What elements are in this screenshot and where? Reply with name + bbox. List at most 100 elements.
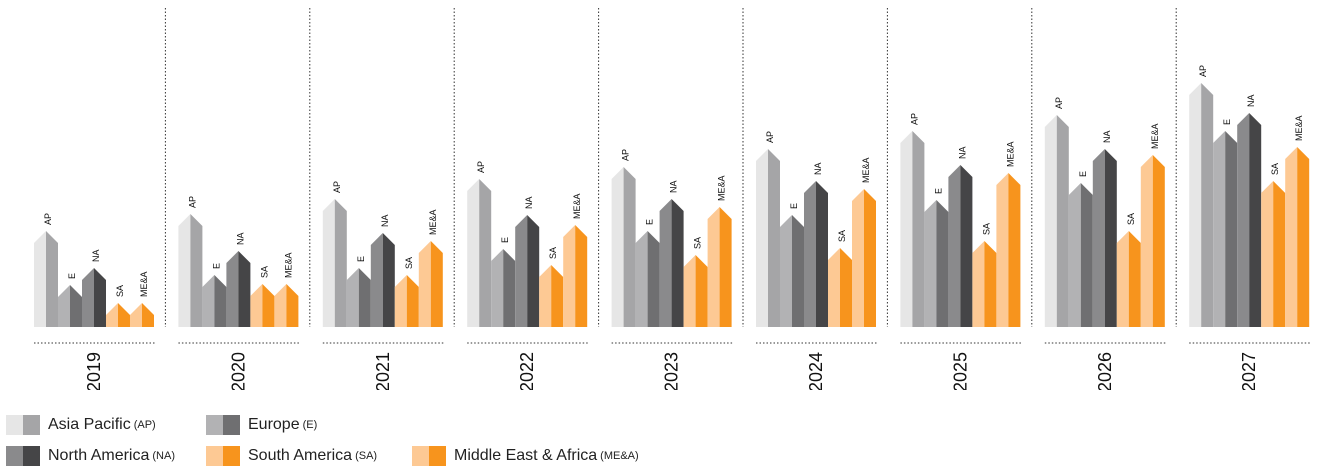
bar-ap-left: [756, 149, 768, 327]
bar-label: ME&A: [283, 252, 293, 278]
bar-label: NA: [957, 146, 967, 159]
bar-sa-right: [984, 241, 997, 327]
legend-swatch-dark: [223, 446, 240, 466]
bar-label: E: [356, 256, 366, 262]
bar-mea-right: [142, 303, 154, 327]
bar-na-left: [370, 233, 383, 327]
legend-item-asia-pacific: Asia Pacific (AP): [6, 413, 156, 437]
bar-label: ME&A: [861, 157, 871, 183]
legend-abbr: (E): [302, 419, 318, 431]
bar-label: AP: [43, 213, 53, 225]
bar-na-right: [527, 215, 540, 327]
bar-sa-right: [1128, 231, 1141, 327]
bar-mea-right: [575, 225, 588, 327]
bar-mea-right: [430, 241, 443, 327]
bar-mea-left: [1140, 155, 1153, 327]
bar-label: ME&A: [572, 193, 582, 219]
bar-ap-left: [322, 199, 335, 327]
bar-ap-right: [1056, 115, 1069, 327]
bar-label: AP: [621, 149, 631, 161]
legend-swatch-dark: [429, 446, 446, 466]
legend-label: Europe: [248, 416, 300, 433]
bar-na-left: [1237, 113, 1250, 327]
bar-label: SA: [115, 285, 125, 297]
bar-sa-right: [1273, 181, 1286, 327]
bar-sa-left: [1116, 231, 1129, 327]
bar-na-left: [82, 268, 94, 327]
bar-mea-left: [852, 189, 864, 327]
bar-sa-right: [406, 275, 419, 327]
bar-na-left: [226, 251, 239, 327]
bar-label: SA: [837, 230, 847, 242]
bar-label: NA: [524, 196, 534, 209]
bar-ap-right: [46, 231, 58, 327]
bar-label: SA: [259, 266, 269, 278]
bar-na-right: [382, 233, 395, 327]
bar-sa-left: [1261, 181, 1274, 327]
bar-label: SA: [404, 257, 414, 269]
chart: 2019 AP E NA SA ME&A 2020 AP E NA SA ME&A 2021 AP E NA S…: [34, 8, 1311, 390]
bar-na-right: [1249, 113, 1262, 327]
bar-sa-left: [394, 275, 407, 327]
bar-mea-right: [286, 284, 299, 327]
legend-item-europe: Europe (E): [206, 413, 317, 437]
bar-ap-left: [178, 214, 191, 327]
legend-label: South America: [248, 447, 353, 464]
bar-e-left: [58, 285, 70, 327]
bar-label: NA: [380, 214, 390, 227]
bar-na-right: [816, 181, 828, 327]
bar-label: SA: [1270, 163, 1280, 175]
legend-label: Asia Pacific: [48, 416, 131, 433]
bar-mea-right: [719, 207, 732, 327]
bar-mea-left: [418, 241, 431, 327]
legend-item-south-america: South America (SA): [206, 444, 377, 468]
bar-e-left: [1213, 131, 1226, 327]
bar-sa-left: [539, 265, 552, 327]
bar-mea-right: [1297, 147, 1310, 327]
bar-sa-left: [972, 241, 985, 327]
bar-sa-right: [695, 255, 708, 327]
bar-label: AP: [187, 196, 197, 208]
year-label: 2023: [662, 352, 682, 390]
legend-swatch-dark: [23, 446, 40, 466]
bar-ap-left: [467, 179, 480, 327]
bar-e-right: [70, 285, 82, 327]
bar-e-left: [1068, 183, 1081, 327]
bar-mea-left: [274, 284, 287, 327]
bar-label: AP: [1054, 97, 1064, 109]
legend-label: North America: [48, 447, 150, 464]
bar-mea-left: [1285, 147, 1298, 327]
bar-e-right: [936, 200, 949, 327]
bar-label: ME&A: [717, 175, 727, 201]
bar-sa-left: [683, 255, 696, 327]
bar-e-left: [346, 268, 359, 327]
year-label: 2019: [84, 352, 104, 390]
legend-swatch-light: [6, 446, 23, 466]
bar-e-right: [214, 275, 227, 327]
bar-ap-right: [912, 131, 925, 327]
legend-swatch-light: [412, 446, 429, 466]
bar-label: AP: [476, 161, 486, 173]
bar-e-right: [1080, 183, 1093, 327]
legend-item-north-america: North America (NA): [6, 444, 175, 468]
bar-ap-right: [1201, 83, 1214, 327]
year-label: 2024: [806, 352, 826, 390]
bar-na-right: [94, 268, 106, 327]
bar-ap-left: [900, 131, 913, 327]
bar-mea-left: [130, 303, 142, 327]
bar-label: AP: [1198, 65, 1208, 77]
bar-mea-right: [1008, 173, 1021, 327]
bar-e-left: [202, 275, 215, 327]
bar-label: E: [1078, 171, 1088, 177]
legend-item-middle-east-africa: Middle East & Africa (ME&A): [412, 444, 639, 468]
bar-label: ME&A: [139, 271, 149, 297]
bar-ap-right: [623, 167, 636, 327]
legend-label: Middle East & Africa: [454, 447, 598, 464]
bar-label: AP: [332, 181, 342, 193]
bar-ap-right: [479, 179, 492, 327]
bar-na-right: [1104, 149, 1117, 327]
bar-mea-right: [1152, 155, 1165, 327]
bar-ap-right: [334, 199, 347, 327]
legend-abbr: (NA): [152, 450, 175, 462]
bar-label: SA: [1126, 213, 1136, 225]
